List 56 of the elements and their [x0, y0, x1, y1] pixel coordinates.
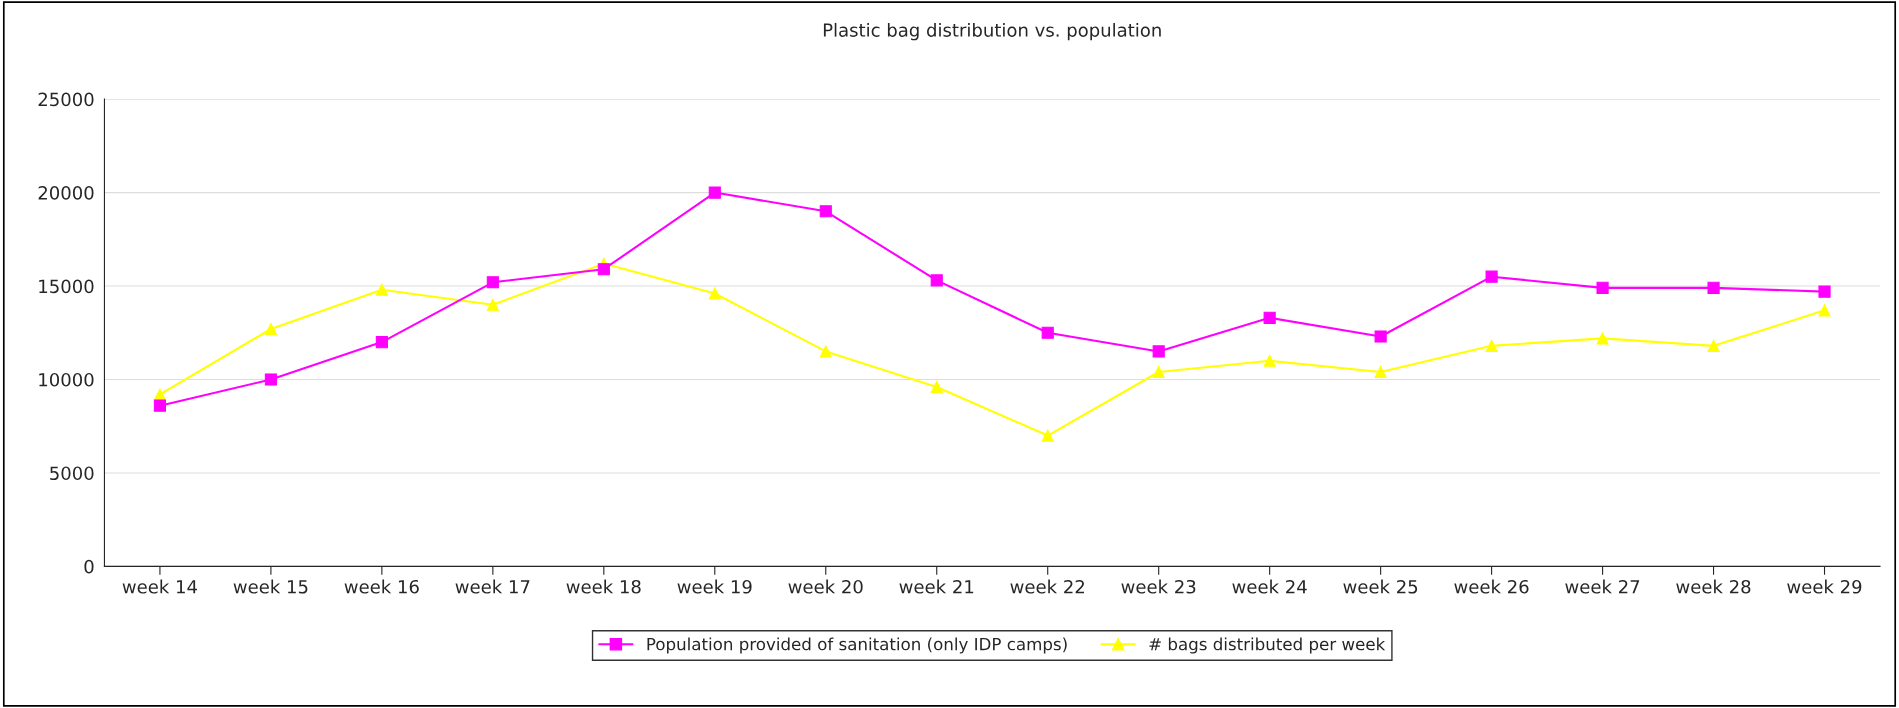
y-tick-label: 5000 [50, 466, 94, 481]
point [1041, 326, 1054, 339]
point [1596, 332, 1609, 345]
point [153, 388, 167, 401]
x-tick-label: week 28 [1676, 579, 1751, 594]
point [1263, 354, 1276, 367]
point [1485, 339, 1498, 352]
x-tick-label: week 20 [788, 579, 863, 594]
x-tick-label: week 26 [1454, 579, 1529, 594]
point [264, 373, 277, 386]
point [153, 399, 167, 412]
x-tick-label: week 15 [233, 579, 308, 594]
point [1707, 281, 1720, 294]
x-tick-label: week 18 [566, 579, 641, 594]
legend-label: # bags distributed per week [1149, 637, 1386, 654]
chart-title: Plastic bag distribution vs. population [823, 22, 1161, 41]
point [1263, 311, 1276, 324]
x-tick-label: week 14 [122, 579, 197, 594]
point [375, 283, 388, 296]
x-tick-label: week 21 [899, 579, 974, 594]
y-tick-label: 15000 [39, 279, 94, 294]
x-tick-label: week 19 [677, 579, 752, 594]
point [708, 186, 721, 199]
x-tick-label: week 23 [1121, 579, 1196, 594]
point [1818, 304, 1831, 317]
point [930, 274, 943, 287]
x-tick-label: week 27 [1565, 579, 1640, 594]
point [1485, 270, 1498, 283]
point [1152, 345, 1165, 358]
legend-label: Population provided of sanitation (only IDP camps) [647, 637, 1067, 654]
point [375, 336, 388, 349]
x-tick-label: week 24 [1232, 579, 1307, 594]
x-tick-label: week 17 [455, 579, 530, 594]
x-tick-label: week 29 [1787, 579, 1862, 594]
point [486, 298, 499, 311]
point [930, 380, 943, 394]
point [1374, 330, 1387, 343]
point [1374, 365, 1387, 379]
point [708, 287, 721, 300]
y-tick-label: 20000 [38, 186, 94, 200]
y-tick-label: 0 [84, 559, 94, 574]
x-tick-label: week 25 [1343, 579, 1418, 594]
point [1707, 339, 1720, 352]
x-tick-label: week 16 [344, 579, 419, 594]
point [1818, 285, 1831, 298]
point [597, 263, 610, 276]
x-tick-label: week 22 [1010, 579, 1084, 594]
point [819, 205, 832, 218]
point [1041, 429, 1054, 442]
point [1152, 365, 1165, 379]
point [264, 322, 277, 336]
y-tick-label: 10000 [39, 372, 94, 387]
point [486, 276, 499, 289]
point [1596, 281, 1609, 294]
y-tick-label: 25000 [38, 92, 94, 107]
point [819, 345, 832, 358]
